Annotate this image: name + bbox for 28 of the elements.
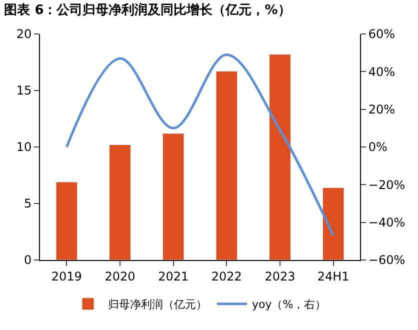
- bar: [109, 144, 131, 260]
- bar: [269, 54, 291, 260]
- y2-tick-label: 40%: [368, 64, 396, 79]
- y2-tick-label: −20%: [368, 178, 406, 192]
- bar: [216, 71, 238, 260]
- y-tick-label: 15: [16, 84, 32, 98]
- bar: [322, 187, 344, 260]
- bar: [56, 182, 78, 260]
- y2-tick-label: 60%: [368, 27, 396, 42]
- legend-label: 归母净利润（亿元）: [108, 298, 207, 312]
- x-tick-label: 2021: [158, 269, 189, 284]
- y-tick-label: 0: [24, 253, 32, 268]
- y2-tick-label: −60%: [368, 253, 406, 268]
- bar: [162, 133, 184, 260]
- x-tick-label: 2022: [211, 269, 242, 284]
- y-tick-label: 5: [24, 196, 32, 211]
- y-tick-label: 20: [16, 27, 32, 42]
- x-tick-label: 2020: [104, 269, 136, 284]
- x-tick-label: 2019: [51, 269, 82, 284]
- y2-tick-label: −40%: [368, 216, 406, 230]
- chart-title: 图表 6：公司归母净利润及同比增长（亿元，%）: [4, 2, 291, 18]
- x-tick-label: 24H1: [317, 269, 350, 284]
- y2-tick-label: 20%: [368, 102, 396, 117]
- line-series: [65, 53, 335, 237]
- x-tick-label: 2023: [264, 269, 296, 284]
- y2-tick-label: 0%: [368, 140, 388, 154]
- y-tick-label: 10: [16, 140, 32, 154]
- legend-label: yoy（%，右）: [252, 298, 326, 312]
